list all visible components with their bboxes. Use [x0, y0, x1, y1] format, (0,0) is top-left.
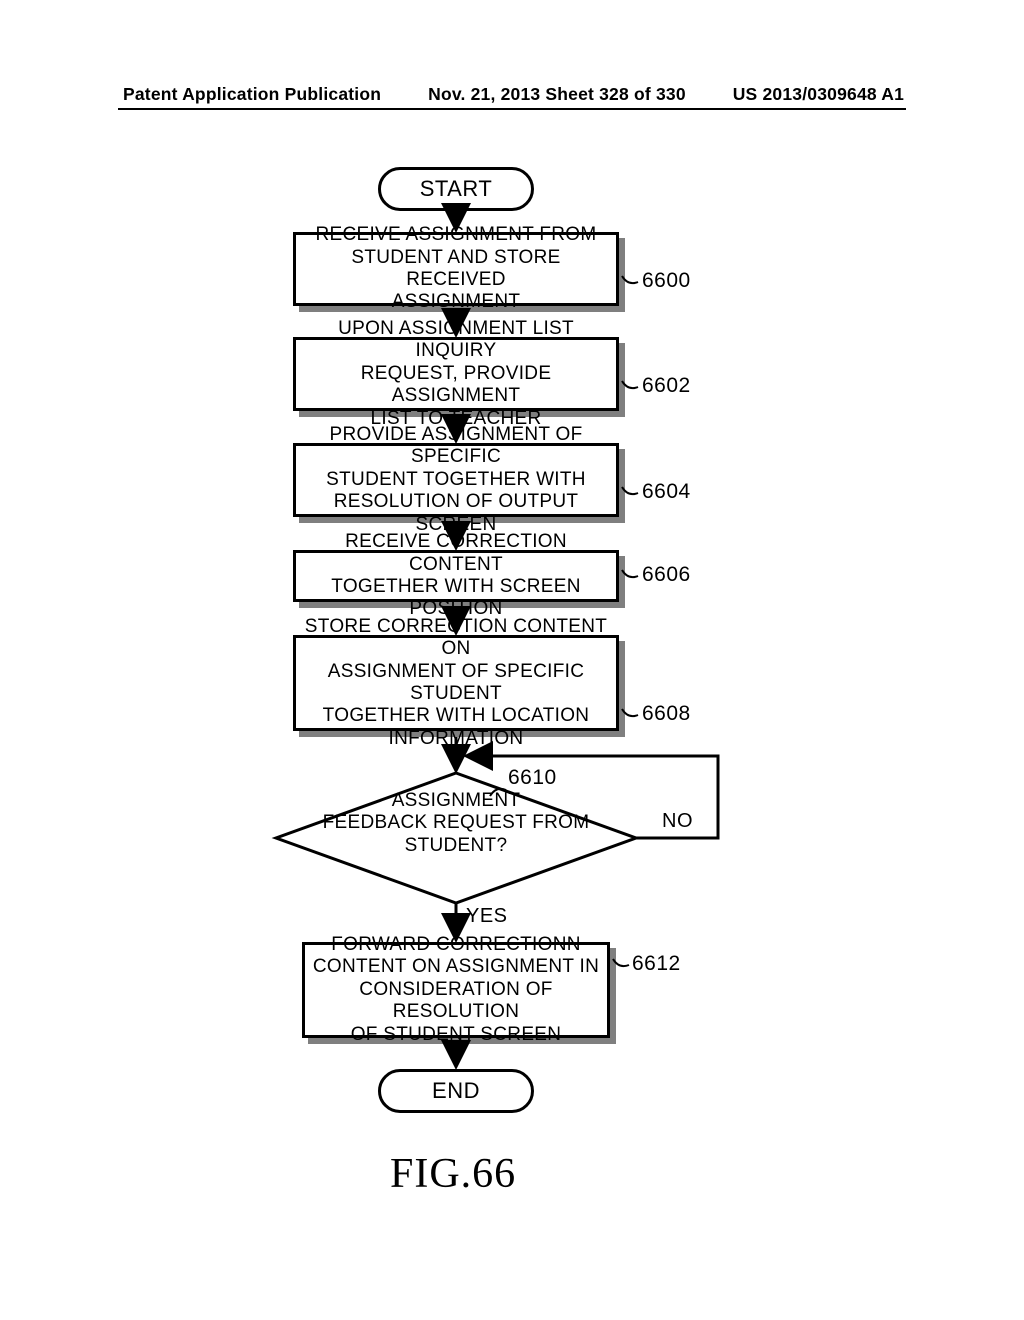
connectors [0, 0, 1024, 1320]
figure-label: FIG.66 [390, 1150, 516, 1198]
